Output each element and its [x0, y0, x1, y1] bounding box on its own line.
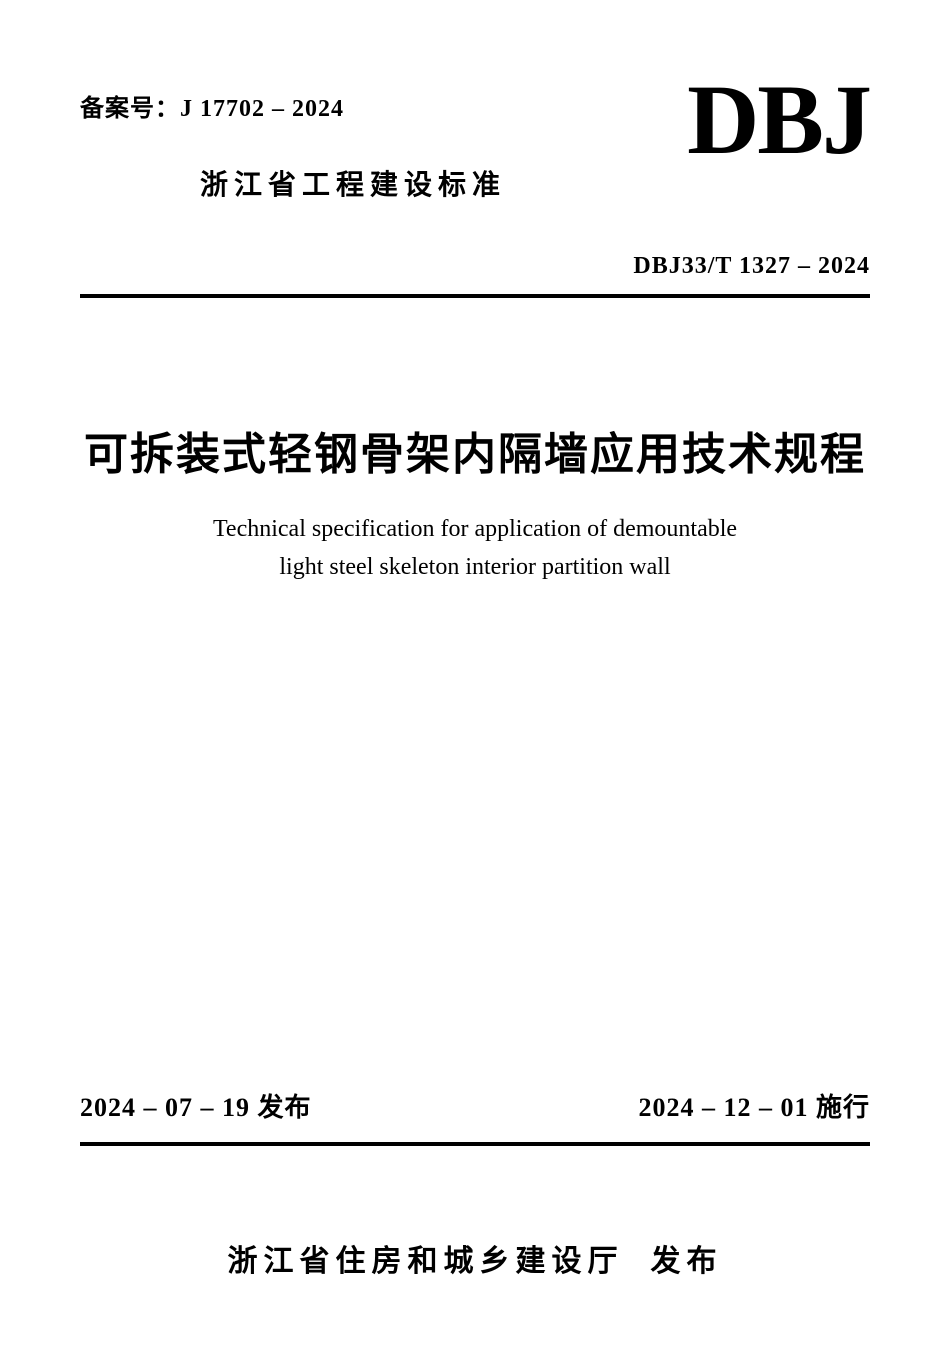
- issuer-action: 发布: [651, 1245, 723, 1278]
- sub-title: Technical specification for application …: [80, 510, 870, 587]
- sub-title-line1: Technical specification for application …: [213, 516, 737, 542]
- effective-date-label: 施行: [816, 1093, 870, 1122]
- file-number-value: J 17702 – 2024: [180, 96, 344, 122]
- main-title: 可拆装式轻钢骨架内隔墙应用技术规程: [80, 418, 870, 482]
- issuer-org: 浙江省住房和城乡建设厅: [228, 1245, 624, 1278]
- province-standard: 浙江省工程建设标准: [200, 163, 506, 203]
- header-row: 备案号：J 17702 – 2024 浙江省工程建设标准 DBJ: [80, 80, 870, 203]
- cover-page: 备案号：J 17702 – 2024 浙江省工程建设标准 DBJ DBJ33/T…: [0, 0, 950, 1368]
- publish-date: 2024 – 07 – 19 发布: [80, 1087, 312, 1124]
- bottom-divider: [80, 1142, 870, 1146]
- effective-date: 2024 – 12 – 01 施行: [638, 1087, 870, 1124]
- effective-date-value: 2024 – 12 – 01: [638, 1093, 808, 1122]
- code-number: DBJ33/T 1327 – 2024: [80, 253, 870, 280]
- sub-title-line2: light steel skeleton interior partition …: [279, 554, 670, 580]
- issuer: 浙江省住房和城乡建设厅 发布: [80, 1236, 870, 1280]
- dbj-logo: DBJ: [687, 70, 870, 170]
- header-left: 备案号：J 17702 – 2024 浙江省工程建设标准: [80, 80, 506, 203]
- dates-row: 2024 – 07 – 19 发布 2024 – 12 – 01 施行: [80, 1087, 870, 1124]
- file-number: 备案号：J 17702 – 2024: [80, 88, 506, 123]
- file-number-label: 备案号：: [80, 96, 180, 122]
- top-divider: [80, 294, 870, 298]
- publish-date-label: 发布: [258, 1093, 312, 1122]
- publish-date-value: 2024 – 07 – 19: [80, 1093, 250, 1122]
